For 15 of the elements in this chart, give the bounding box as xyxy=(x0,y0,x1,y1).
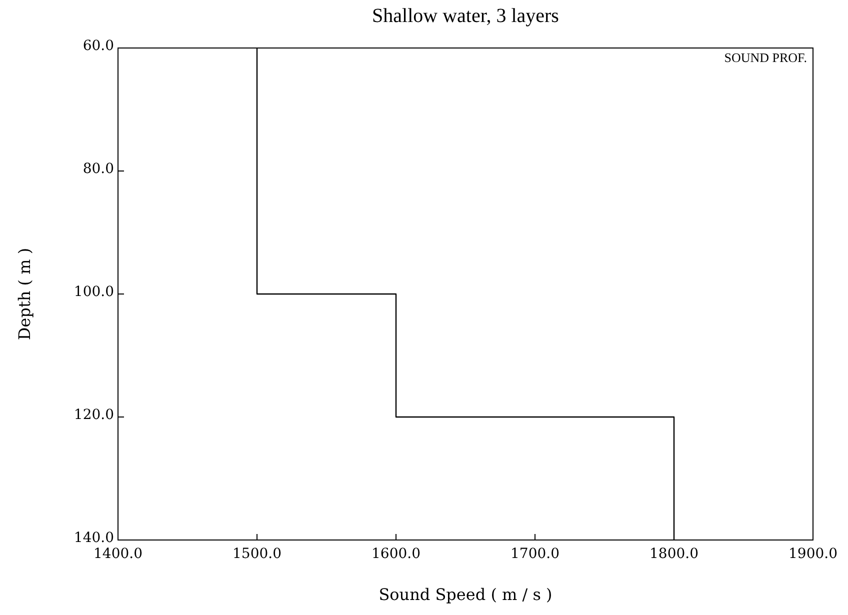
x-tick-label: 1900.0 xyxy=(788,546,838,562)
y-tick-label: 60.0 xyxy=(82,38,114,54)
x-tick-label: 1700.0 xyxy=(510,546,560,562)
x-axis-title: Sound Speed ( m / s ) xyxy=(378,585,552,604)
y-axis-title: Depth ( m ) xyxy=(15,248,34,340)
y-tick-label: 80.0 xyxy=(82,161,114,177)
chart-title: Shallow water, 3 layers xyxy=(372,5,560,27)
y-tick-label: 120.0 xyxy=(74,407,114,423)
x-tick-label: 1500.0 xyxy=(232,546,282,562)
x-tick-label: 1600.0 xyxy=(372,546,420,562)
y-tick-label: 100.0 xyxy=(74,284,114,300)
x-tick-label: 1400.0 xyxy=(94,546,142,562)
y-tick-label: 140.0 xyxy=(74,530,114,546)
x-tick-label: 1800.0 xyxy=(650,546,698,562)
annotation: SOUND PROF. xyxy=(724,50,807,65)
